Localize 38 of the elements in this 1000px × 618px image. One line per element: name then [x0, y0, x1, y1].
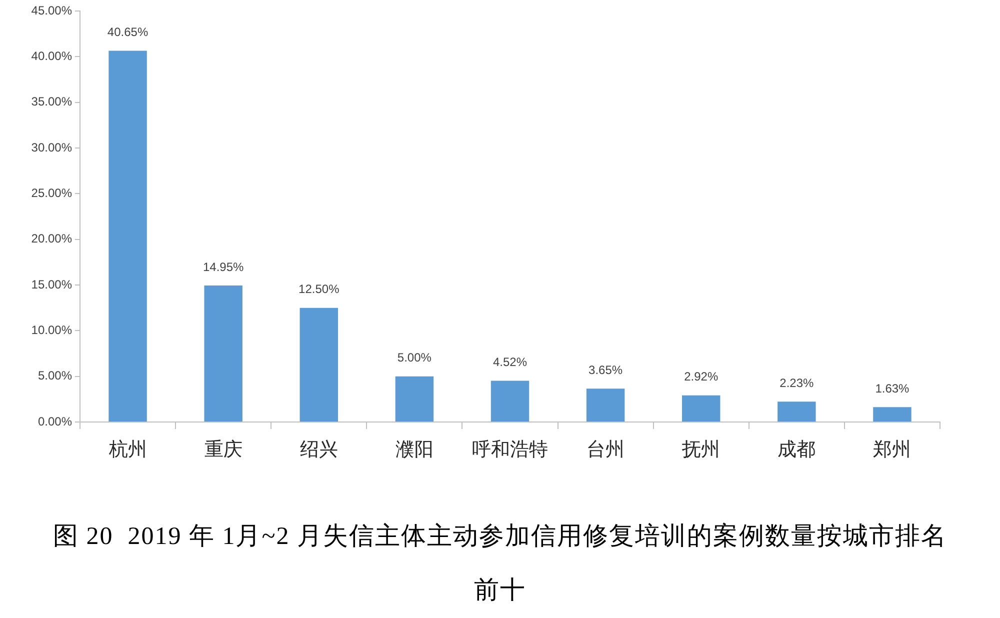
x-tick-label: 濮阳: [395, 438, 434, 460]
data-label: 14.95%: [202, 260, 244, 274]
x-tick-label: 杭州: [108, 438, 147, 460]
x-tick-label: 郑州: [873, 438, 912, 460]
bar: [586, 388, 625, 422]
x-tick-label: 呼和浩特: [472, 438, 548, 460]
y-tick-label: 0.00%: [38, 414, 72, 428]
bar: [778, 402, 816, 422]
y-tick-label: 20.00%: [31, 232, 72, 246]
data-label: 12.50%: [298, 282, 340, 296]
bar: [108, 50, 147, 422]
y-tick-label: 35.00%: [31, 94, 72, 109]
bar: [300, 308, 338, 422]
x-tick-label: 抚州: [681, 438, 720, 460]
y-tick-label: 30.00%: [31, 140, 72, 154]
y-tick-label: 25.00%: [31, 186, 72, 200]
data-label: 4.52%: [492, 355, 528, 370]
bar: [204, 285, 242, 422]
x-tick-label: 绍兴: [300, 438, 338, 460]
data-label: 5.00%: [397, 350, 432, 365]
x-tick-label: 成都: [778, 438, 816, 460]
bar: [395, 376, 434, 422]
bar: [873, 407, 912, 422]
y-tick-label: 15.00%: [31, 277, 72, 292]
y-tick-label: 45.00%: [31, 3, 72, 18]
bar: [682, 395, 720, 422]
y-tick-label: 10.00%: [31, 322, 72, 337]
data-label: 2.23%: [780, 376, 814, 390]
x-tick-label: 台州: [586, 438, 625, 460]
y-tick-label: 5.00%: [38, 368, 72, 383]
y-tick-label: 40.00%: [31, 48, 72, 63]
x-tick-label: 重庆: [204, 438, 242, 460]
data-label: 3.65%: [588, 362, 623, 377]
data-label: 2.92%: [684, 370, 718, 384]
bar: [490, 380, 530, 422]
data-label: 1.63%: [875, 381, 910, 396]
data-label: 40.65%: [107, 25, 148, 40]
text: 图 20 2019 年 1月~2 月失信主体主动参加信用修复培训的案例数量按城市排名前十: [52, 522, 948, 606]
